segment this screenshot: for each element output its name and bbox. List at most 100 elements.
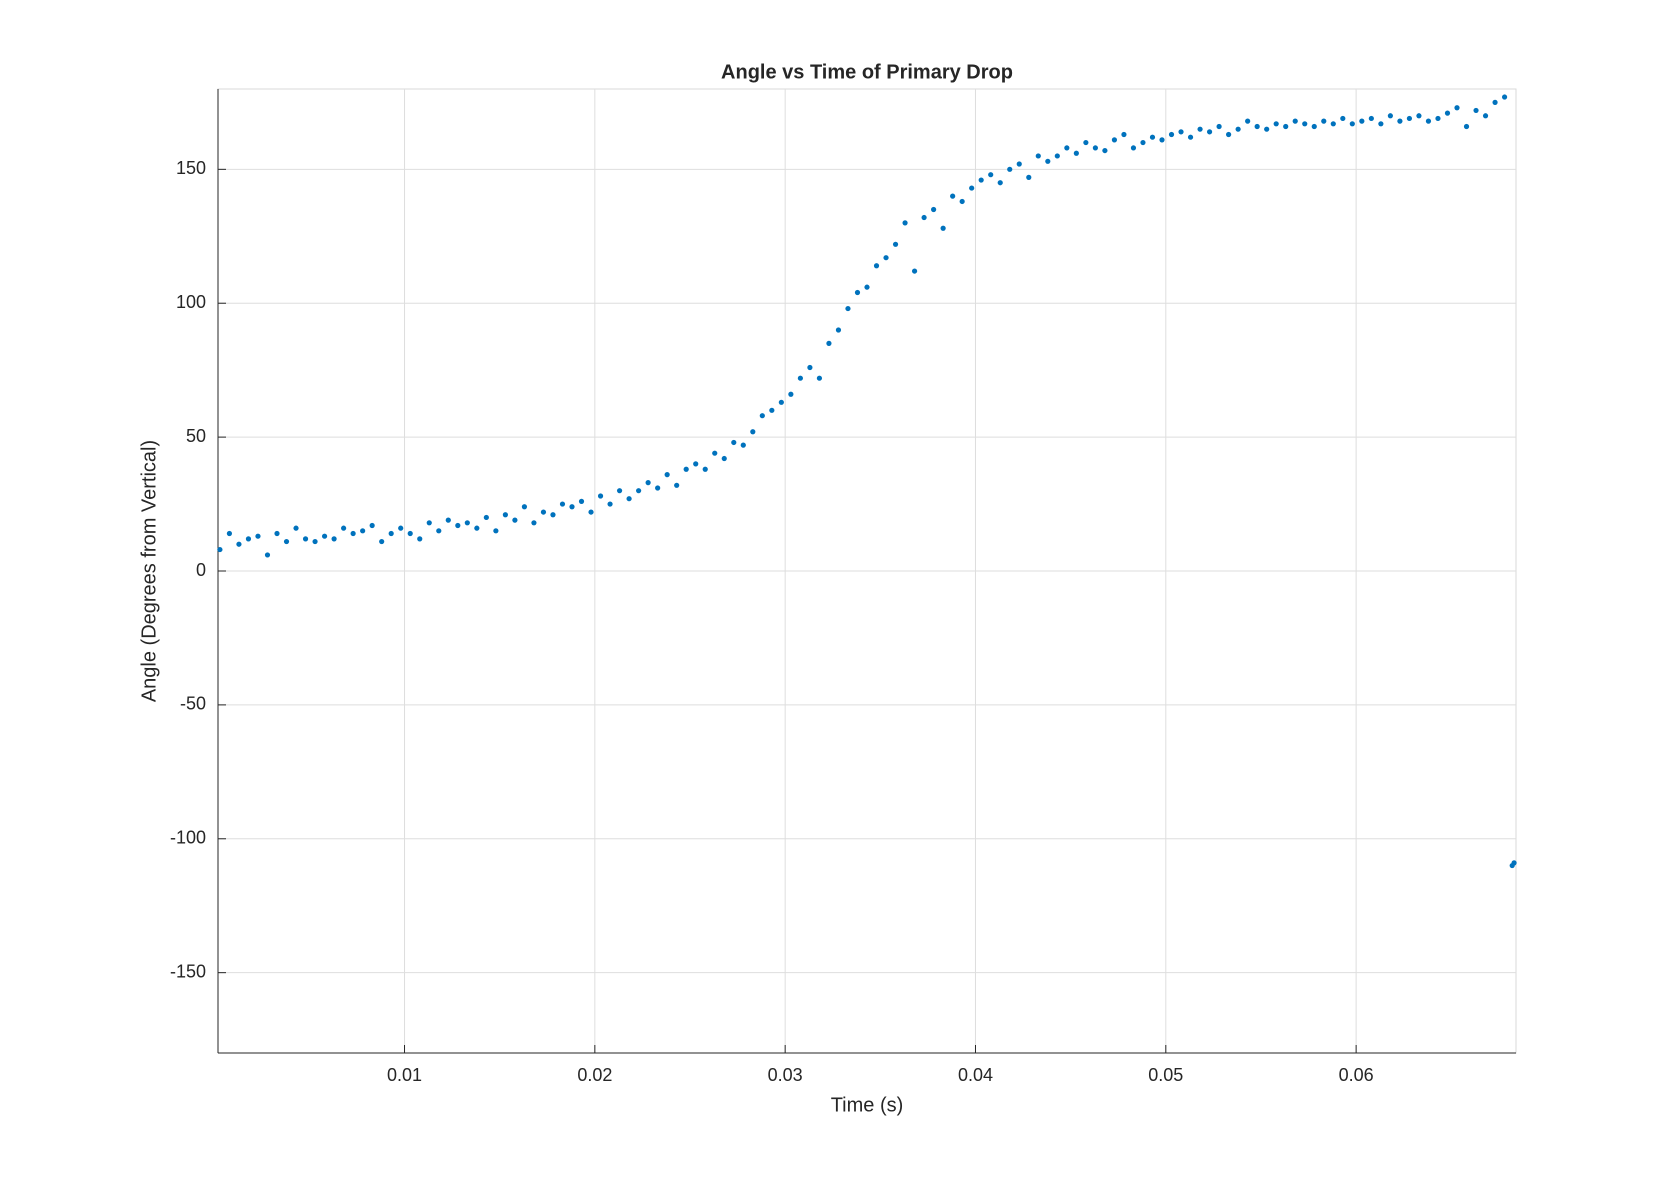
data-point bbox=[369, 522, 375, 529]
data-point bbox=[1016, 161, 1022, 167]
data-point bbox=[455, 522, 461, 529]
data-point bbox=[1054, 153, 1060, 159]
data-point bbox=[293, 525, 299, 531]
data-point bbox=[816, 375, 823, 381]
data-point bbox=[759, 413, 765, 419]
data-point bbox=[702, 466, 708, 472]
data-point bbox=[531, 520, 537, 526]
y-tick-label: -150 bbox=[170, 961, 206, 981]
data-point bbox=[1435, 115, 1441, 122]
data-point bbox=[950, 193, 956, 199]
data-point bbox=[388, 530, 394, 537]
data-point bbox=[1292, 118, 1298, 124]
data-point bbox=[521, 504, 528, 510]
data-point bbox=[636, 488, 642, 494]
data-point bbox=[1416, 113, 1422, 119]
data-point bbox=[616, 488, 623, 494]
data-point bbox=[1187, 134, 1194, 140]
x-tick-label: 0.04 bbox=[958, 1065, 993, 1085]
y-tick-label: 0 bbox=[196, 560, 206, 580]
data-point bbox=[1064, 145, 1070, 151]
x-tick-label: 0.02 bbox=[577, 1065, 612, 1085]
data-point bbox=[959, 198, 965, 205]
data-point bbox=[236, 541, 242, 547]
data-point bbox=[769, 407, 775, 413]
data-point bbox=[255, 533, 261, 539]
x-tick-label: 0.03 bbox=[768, 1065, 803, 1085]
data-point bbox=[226, 530, 233, 537]
data-point bbox=[1454, 105, 1460, 111]
data-point bbox=[436, 528, 442, 534]
data-point bbox=[740, 442, 746, 448]
y-axis-label: Angle (Degrees from Vertical) bbox=[138, 440, 160, 702]
data-point bbox=[712, 450, 718, 456]
data-point bbox=[283, 538, 290, 545]
data-point bbox=[1264, 126, 1270, 132]
data-point bbox=[778, 399, 784, 405]
data-point bbox=[569, 504, 575, 510]
data-point bbox=[1501, 94, 1508, 100]
data-point bbox=[540, 509, 547, 515]
data-point bbox=[1311, 123, 1317, 130]
data-point bbox=[1254, 123, 1260, 130]
data-point bbox=[1340, 115, 1346, 122]
x-axis-label: Time (s) bbox=[831, 1094, 904, 1116]
data-point bbox=[1007, 166, 1013, 172]
data-point bbox=[426, 520, 432, 526]
data-point bbox=[911, 268, 918, 274]
data-point bbox=[1302, 121, 1308, 127]
data-point bbox=[1444, 110, 1451, 116]
data-point bbox=[1368, 115, 1374, 122]
data-point bbox=[826, 340, 832, 346]
y-tick-label: -100 bbox=[170, 828, 206, 848]
data-point bbox=[997, 180, 1003, 186]
data-point bbox=[1111, 137, 1118, 143]
data-point bbox=[1130, 145, 1137, 151]
data-point bbox=[1482, 113, 1489, 119]
data-point bbox=[1168, 131, 1175, 138]
data-point bbox=[873, 263, 880, 269]
y-tick-label: -50 bbox=[180, 694, 206, 714]
data-point bbox=[264, 552, 271, 558]
data-point bbox=[312, 538, 318, 545]
data-point bbox=[674, 482, 680, 488]
data-point bbox=[883, 255, 889, 261]
chart-title: Angle vs Time of Primary Drop bbox=[721, 61, 1013, 83]
data-point bbox=[588, 509, 594, 515]
data-point bbox=[360, 528, 366, 534]
data-point bbox=[626, 496, 632, 502]
y-tick-label: 150 bbox=[176, 158, 206, 178]
data-point bbox=[1206, 129, 1213, 135]
data-point bbox=[1026, 174, 1032, 180]
data-point bbox=[731, 439, 737, 446]
data-point bbox=[655, 485, 661, 491]
data-point bbox=[721, 455, 727, 462]
data-point bbox=[1330, 121, 1336, 127]
data-point bbox=[379, 538, 385, 545]
data-point bbox=[1073, 150, 1079, 156]
data-point bbox=[683, 466, 689, 472]
data-point bbox=[807, 364, 813, 371]
data-point bbox=[550, 512, 556, 518]
data-point bbox=[940, 225, 946, 231]
data-point bbox=[1359, 118, 1365, 124]
data-point bbox=[483, 514, 489, 521]
data-point bbox=[1235, 126, 1241, 132]
data-point bbox=[1492, 99, 1498, 105]
data-point bbox=[512, 517, 518, 523]
data-point bbox=[1387, 113, 1393, 119]
data-point bbox=[464, 520, 470, 526]
data-point bbox=[217, 546, 223, 553]
data-point bbox=[1035, 153, 1041, 159]
data-point bbox=[750, 429, 756, 435]
x-tick-label: 0.05 bbox=[1148, 1065, 1183, 1085]
data-point bbox=[559, 501, 566, 507]
data-point bbox=[1273, 121, 1279, 127]
data-point bbox=[341, 525, 347, 531]
data-point bbox=[1226, 131, 1232, 138]
y-tick-label: 100 bbox=[176, 292, 206, 312]
data-point bbox=[474, 525, 480, 531]
data-point bbox=[417, 536, 423, 542]
data-point bbox=[1425, 118, 1432, 124]
